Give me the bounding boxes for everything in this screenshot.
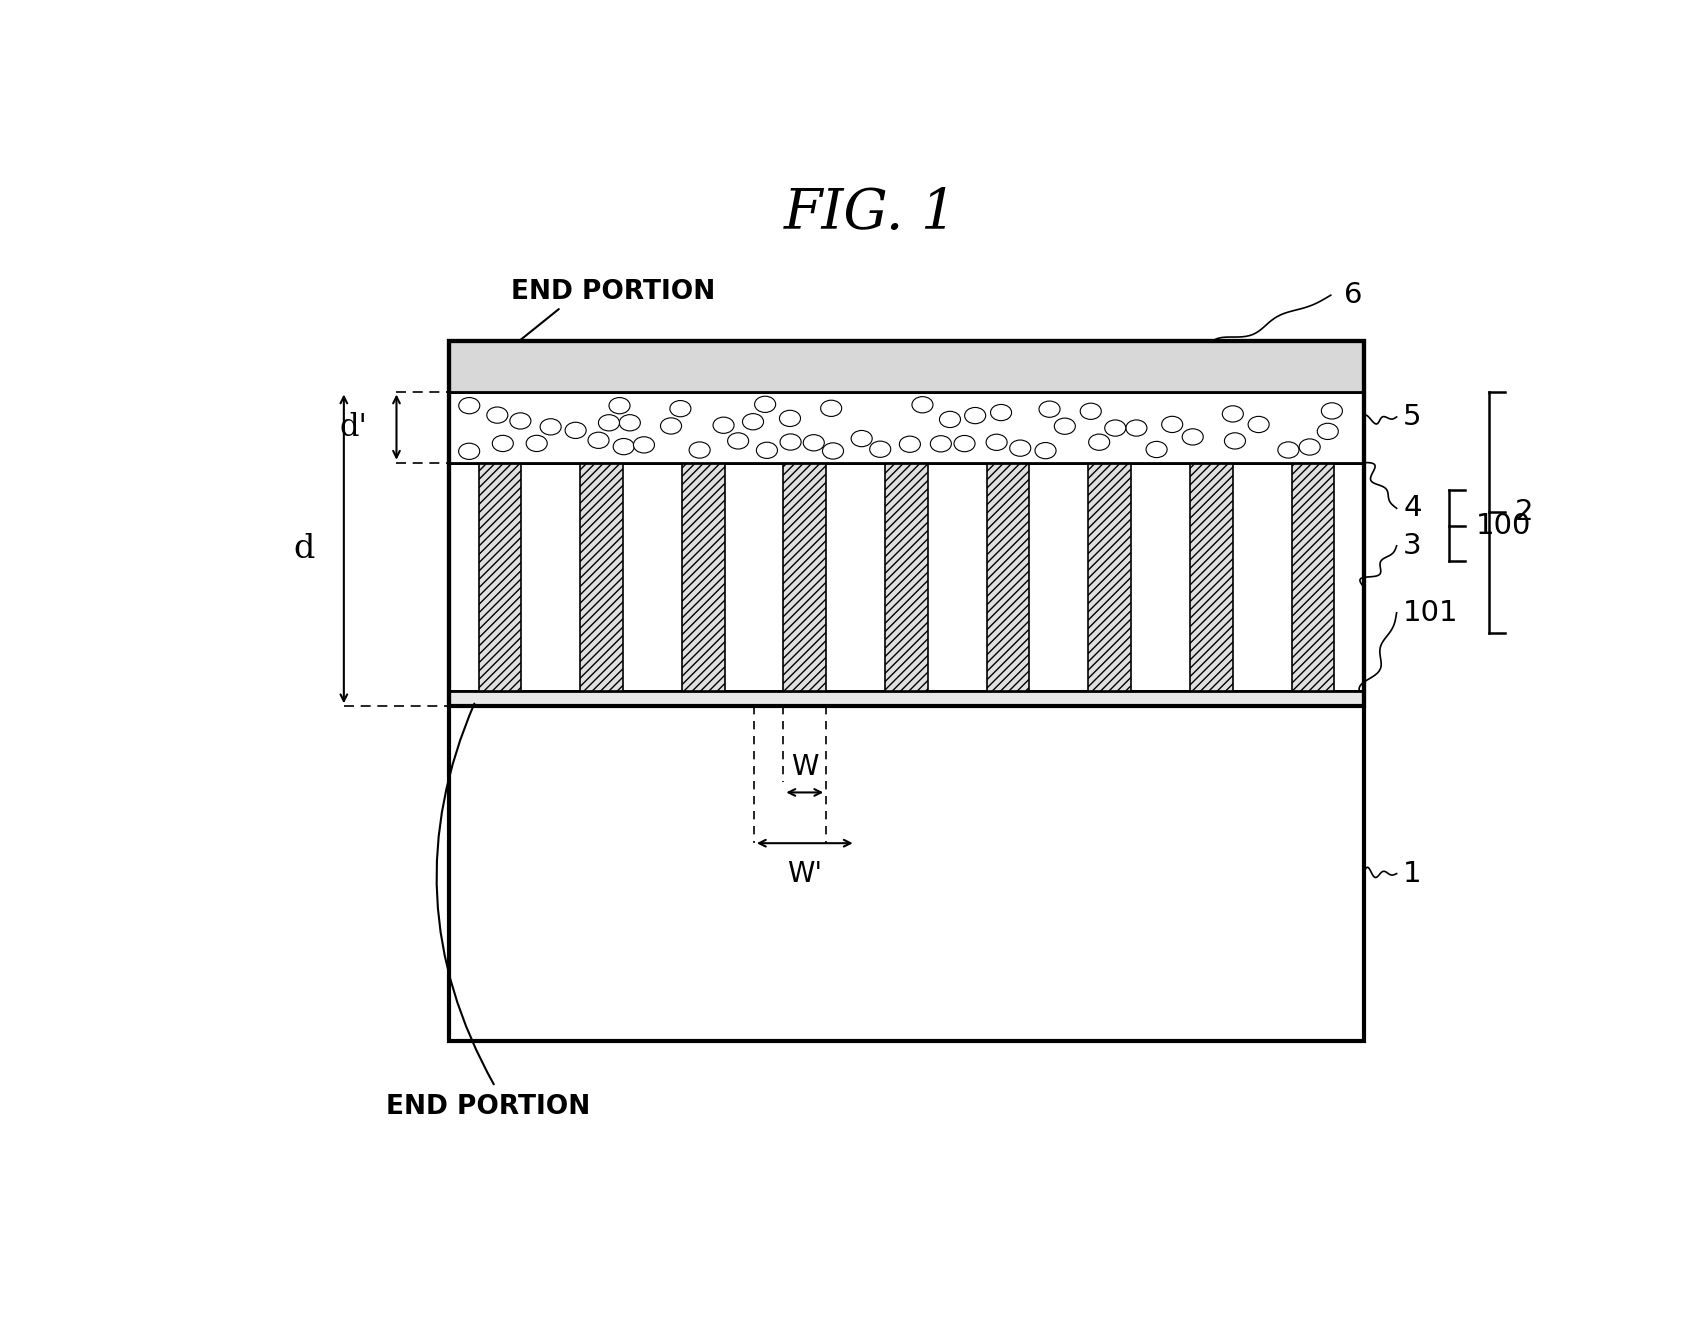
Circle shape — [756, 443, 778, 459]
Circle shape — [1182, 428, 1204, 445]
Circle shape — [526, 435, 547, 452]
Circle shape — [820, 401, 842, 416]
Bar — [448, 341, 1363, 391]
Circle shape — [1321, 403, 1343, 419]
Circle shape — [869, 442, 891, 457]
Circle shape — [1161, 416, 1184, 432]
Bar — [448, 706, 1363, 1041]
Bar — [1088, 463, 1131, 691]
Text: 3: 3 — [1403, 532, 1421, 560]
Text: FIG. 1: FIG. 1 — [783, 187, 958, 241]
Circle shape — [588, 432, 610, 448]
Text: END PORTION: END PORTION — [387, 1094, 591, 1120]
Circle shape — [565, 422, 586, 439]
Text: 6: 6 — [1345, 281, 1362, 310]
Circle shape — [987, 434, 1007, 451]
Circle shape — [598, 415, 620, 431]
Circle shape — [1318, 423, 1338, 439]
Circle shape — [1279, 442, 1299, 459]
Circle shape — [728, 432, 749, 449]
Circle shape — [1224, 432, 1246, 449]
Text: 101: 101 — [1403, 598, 1459, 627]
Bar — [1190, 463, 1233, 691]
Circle shape — [1054, 418, 1075, 435]
Circle shape — [633, 436, 654, 453]
Circle shape — [912, 397, 932, 413]
Circle shape — [931, 436, 951, 452]
Text: END PORTION: END PORTION — [511, 279, 717, 306]
Circle shape — [964, 407, 985, 423]
Bar — [581, 463, 623, 691]
Circle shape — [851, 431, 873, 447]
Text: 5: 5 — [1403, 403, 1421, 431]
Circle shape — [754, 397, 776, 413]
Circle shape — [822, 443, 844, 459]
Text: d: d — [294, 532, 314, 565]
Circle shape — [671, 401, 691, 416]
Bar — [783, 463, 827, 691]
Text: 2: 2 — [1515, 498, 1533, 526]
Circle shape — [1146, 442, 1167, 457]
Bar — [448, 691, 1363, 706]
Circle shape — [1223, 406, 1243, 422]
Bar — [1292, 463, 1335, 691]
Circle shape — [779, 434, 801, 451]
Bar — [448, 341, 1363, 1041]
Text: 1: 1 — [1403, 859, 1421, 887]
Text: 100: 100 — [1476, 511, 1532, 539]
Text: W: W — [791, 753, 818, 782]
Circle shape — [713, 416, 734, 434]
Circle shape — [509, 413, 531, 430]
Circle shape — [954, 435, 975, 452]
Circle shape — [803, 435, 824, 451]
Circle shape — [939, 411, 961, 427]
Bar — [448, 463, 1363, 691]
Circle shape — [1080, 403, 1102, 419]
Circle shape — [689, 442, 710, 459]
Text: W': W' — [788, 859, 822, 887]
Circle shape — [900, 436, 920, 452]
Bar — [987, 463, 1029, 691]
Circle shape — [1010, 440, 1031, 456]
Circle shape — [779, 410, 800, 427]
Bar — [885, 463, 927, 691]
Text: 4: 4 — [1403, 494, 1421, 522]
Text: d': d' — [340, 411, 367, 443]
Circle shape — [610, 398, 630, 414]
Circle shape — [1299, 439, 1321, 455]
Circle shape — [1105, 420, 1126, 436]
Circle shape — [990, 405, 1012, 420]
Circle shape — [1126, 420, 1146, 436]
Circle shape — [620, 415, 640, 431]
Circle shape — [1248, 416, 1268, 432]
Circle shape — [1039, 401, 1060, 418]
Circle shape — [492, 435, 513, 452]
Circle shape — [540, 419, 560, 435]
Bar — [448, 391, 1363, 463]
Circle shape — [742, 414, 764, 430]
Circle shape — [458, 398, 481, 414]
Circle shape — [458, 443, 481, 460]
Circle shape — [487, 407, 508, 423]
Circle shape — [1036, 443, 1056, 459]
Bar — [683, 463, 725, 691]
Circle shape — [1088, 434, 1110, 451]
Circle shape — [661, 418, 681, 434]
Circle shape — [613, 439, 635, 455]
Bar — [479, 463, 521, 691]
Bar — [448, 341, 1363, 706]
